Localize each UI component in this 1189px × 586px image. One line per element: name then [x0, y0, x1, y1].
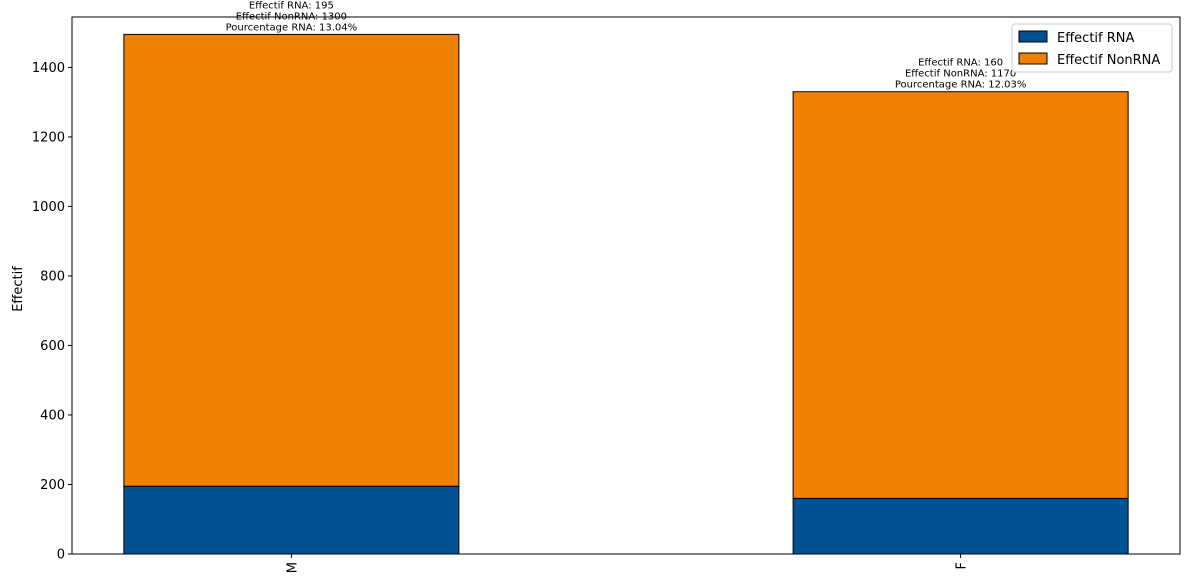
x-tick-label-f: F — [955, 562, 970, 569]
bars-group — [123, 33, 1129, 555]
annotation-f-line-2: Pourcentage RNA: 12.03% — [895, 80, 1027, 91]
legend-label-rna: Effectif RNA — [1057, 31, 1134, 46]
y-tick-label: 0 — [57, 548, 65, 563]
y-tick-label: 200 — [40, 478, 65, 493]
legend-label-nonrna: Effectif NonRNA — [1057, 53, 1160, 68]
y-axis: 0 200 400 600 800 1000 1200 1400 — [32, 61, 72, 563]
y-tick-label: 400 — [40, 408, 65, 423]
y-axis-label: Effectif — [11, 266, 26, 312]
bar-f-series-1 — [792, 91, 1129, 499]
y-tick-label: 1200 — [32, 130, 65, 145]
plot-frame — [71, 16, 1181, 555]
bar-m-series-1 — [123, 33, 460, 487]
y-tick-label: 800 — [40, 269, 65, 284]
legend-swatch-rna — [1018, 30, 1048, 43]
annotation-f-line-0: Effectif RNA: 160 — [918, 58, 1003, 69]
legend-swatch-nonrna — [1018, 52, 1048, 65]
bar-m-series-0 — [123, 485, 460, 555]
x-tick-label-m: M — [285, 562, 300, 573]
bar-f-series-0 — [792, 497, 1129, 555]
y-tick-label: 600 — [40, 339, 65, 354]
legend: Effectif RNA Effectif NonRNA — [1011, 23, 1173, 73]
legend-box — [1011, 23, 1173, 73]
y-tick-label: 1400 — [32, 61, 65, 76]
annotation-f-line-1: Effectif NonRNA: 1170 — [905, 69, 1016, 80]
annotation-m-line-0: Effectif RNA: 195 — [249, 0, 334, 11]
annotation-m-line-2: Pourcentage RNA: 13.04% — [226, 22, 358, 33]
y-tick-label: 1000 — [32, 200, 65, 215]
